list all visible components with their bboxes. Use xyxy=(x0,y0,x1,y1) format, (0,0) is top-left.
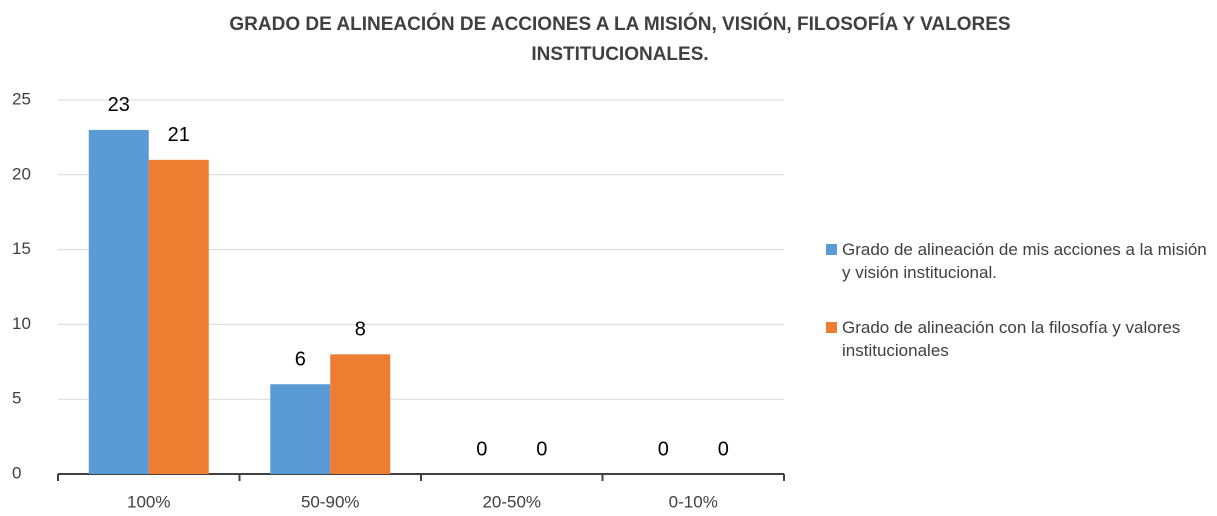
y-tick-label: 25 xyxy=(12,89,31,108)
legend-swatch xyxy=(826,244,837,255)
y-tick-label: 10 xyxy=(12,314,31,333)
data-label: 23 xyxy=(108,94,130,116)
legend-label: Grado de alineación de mis acciones a la… xyxy=(842,240,1207,282)
legend-label: Grado de alineación con la filosofía y v… xyxy=(842,318,1181,360)
y-tick-label: 15 xyxy=(12,239,31,258)
data-label: 6 xyxy=(295,349,306,371)
x-tick-label: 100% xyxy=(127,492,170,511)
data-label: 0 xyxy=(536,438,547,460)
chart-title: GRADO DE ALINEACIÓN DE ACCIONES A LA MIS… xyxy=(229,14,1011,65)
legend-swatch xyxy=(826,322,837,333)
data-label: 0 xyxy=(476,438,487,460)
data-label: 8 xyxy=(355,319,366,341)
data-label: 0 xyxy=(718,438,729,460)
legend-entry: Grado de alineación de mis acciones a la… xyxy=(826,238,1216,284)
legend-entry: Grado de alineación con la filosofía y v… xyxy=(826,316,1216,362)
y-tick-label: 0 xyxy=(12,463,21,482)
x-tick-label: 0-10% xyxy=(669,492,718,511)
data-label: 0 xyxy=(658,438,669,460)
bar xyxy=(270,384,331,474)
x-tick-label: 20-50% xyxy=(482,492,541,511)
y-tick-label: 5 xyxy=(12,389,21,408)
bar xyxy=(330,354,391,474)
bar xyxy=(148,159,209,474)
x-tick-label: 50-90% xyxy=(301,492,360,511)
bar xyxy=(88,129,149,475)
y-tick-label: 20 xyxy=(12,164,31,183)
data-label: 21 xyxy=(168,124,190,146)
